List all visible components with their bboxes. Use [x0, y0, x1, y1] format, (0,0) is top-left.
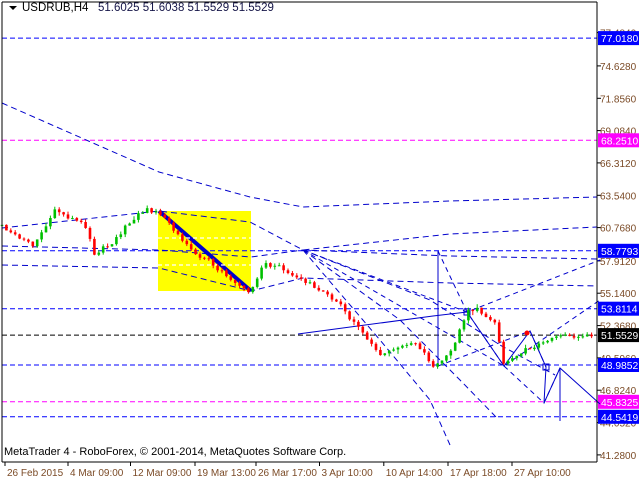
svg-text:55.1400: 55.1400: [600, 289, 637, 300]
svg-text:12 Mar 09:00: 12 Mar 09:00: [133, 468, 192, 479]
svg-text:19 Mar 13:00: 19 Mar 13:00: [197, 468, 256, 479]
svg-text:17 Apr 18:00: 17 Apr 18:00: [450, 468, 507, 479]
svg-text:77.0180: 77.0180: [601, 34, 638, 45]
svg-text:4 Mar 09:00: 4 Mar 09:00: [70, 468, 124, 479]
svg-text:66.3120: 66.3120: [600, 159, 637, 170]
svg-text:3 Apr 10:00: 3 Apr 10:00: [322, 468, 374, 479]
svg-text:MetaTrader 4 - RoboForex, © 20: MetaTrader 4 - RoboForex, © 2001-2014, M…: [4, 446, 346, 458]
svg-text:71.8560: 71.8560: [600, 94, 637, 105]
svg-text:26 Feb 2015: 26 Feb 2015: [7, 468, 64, 479]
svg-text:74.6280: 74.6280: [600, 62, 637, 73]
svg-text:41.2800: 41.2800: [600, 451, 637, 462]
svg-text:68.2510: 68.2510: [601, 136, 638, 147]
svg-text:60.7680: 60.7680: [600, 224, 637, 235]
svg-text:51.5529: 51.5529: [601, 331, 638, 342]
svg-text:44.5419: 44.5419: [601, 413, 638, 424]
svg-text:51.6025 51.6038 51.5529 51.552: 51.6025 51.6038 51.5529 51.5529: [98, 2, 274, 14]
svg-text:48.9852: 48.9852: [601, 361, 638, 372]
svg-text:26 Mar 17:00: 26 Mar 17:00: [258, 468, 317, 479]
svg-text:58.7793: 58.7793: [601, 247, 638, 258]
svg-text:57.9120: 57.9120: [600, 257, 637, 268]
svg-text:63.5400: 63.5400: [600, 191, 637, 202]
svg-text:53.8114: 53.8114: [601, 305, 638, 316]
svg-text:27 Apr 10:00: 27 Apr 10:00: [514, 468, 571, 479]
svg-text:10 Apr 14:00: 10 Apr 14:00: [386, 468, 443, 479]
svg-text:USDRUB,H4: USDRUB,H4: [22, 2, 89, 14]
svg-text:45.8325: 45.8325: [601, 398, 638, 409]
